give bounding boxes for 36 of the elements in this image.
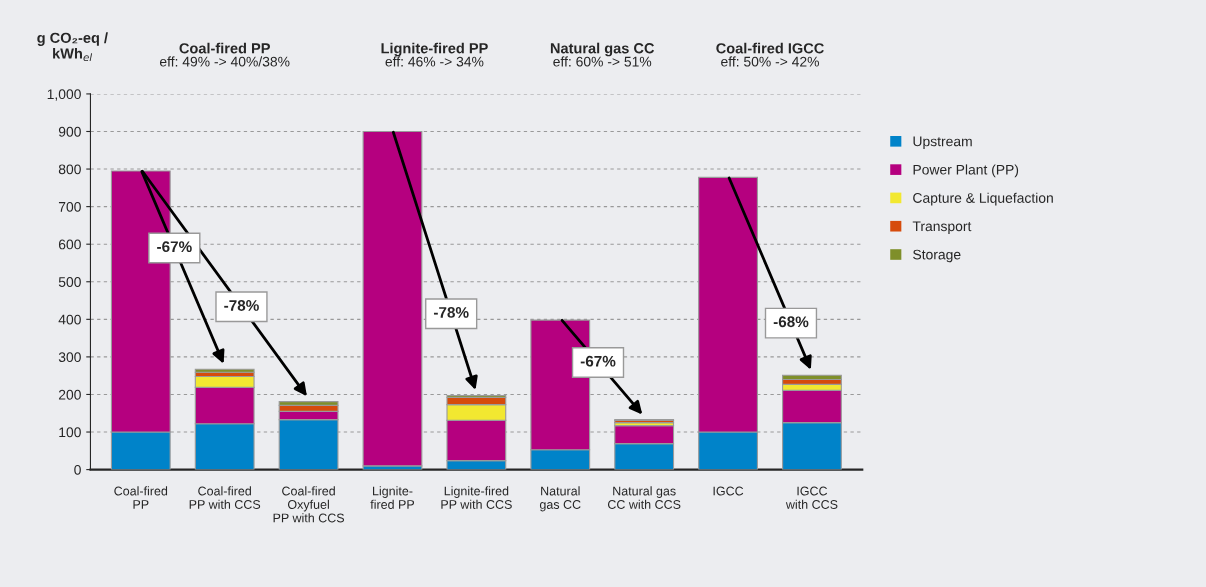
y-tick-label: 800: [58, 164, 81, 175]
annotation: -78%: [433, 306, 469, 318]
y-tick-label: 900: [58, 126, 81, 137]
y-tick-label: 100: [59, 427, 81, 438]
legend-label: Power Plant (PP): [913, 164, 1019, 178]
text: Coal-fired PP eff: 49% -> 40%/38%: [159, 42, 290, 67]
annotation: -67%: [157, 241, 192, 253]
annotation: -68%: [773, 316, 809, 328]
bar: [194, 368, 255, 373]
y-tick-label: 400: [58, 314, 81, 325]
annotation: -78%: [224, 300, 259, 311]
y-tick-label: 200: [58, 389, 81, 400]
text: Natural gas CC eff: 60% -> 51%: [550, 42, 655, 67]
y-tick-label: 0: [74, 464, 81, 475]
x-tick-label: Natural gas CC: [539, 486, 581, 512]
x-tick-label: Natural gas CC with CCS: [607, 486, 681, 509]
x-tick-label: IGCC: [713, 486, 744, 496]
x-tick-label: Lignite- fired PP: [370, 486, 415, 509]
x-tick-label: Coal-fired PP: [114, 486, 168, 509]
x-tick-label: Lignite-fired PP with CCS: [441, 486, 512, 509]
text: Lignite-fired PP eff: 46% -> 34%: [381, 42, 488, 67]
y-axis-title: g CO₂-eq / kWh$_{el}$: [37, 32, 108, 62]
legend-label: Capture & Liquefaction: [913, 192, 1053, 206]
text: Coal-fired IGCC eff: 50% -> 42%: [716, 42, 824, 67]
legend-label: Storage: [913, 249, 961, 263]
x-tick-label: Coal-fired Oxyfuel PP with CCS: [273, 486, 345, 523]
y-tick-label: 600: [58, 239, 81, 250]
y-tick-label: 700: [58, 201, 81, 212]
y-tick-label: 300: [58, 352, 81, 363]
y-tick-label: 1,000: [47, 89, 81, 101]
x-tick-label: Coal-fired PP with CCS: [189, 486, 261, 509]
legend-label: Upstream: [913, 136, 972, 150]
legend-label: Transport: [912, 221, 972, 234]
annotation: -67%: [580, 355, 616, 367]
y-tick-label: 500: [58, 277, 81, 287]
x-tick-label: IGCC with CCS: [785, 486, 838, 509]
